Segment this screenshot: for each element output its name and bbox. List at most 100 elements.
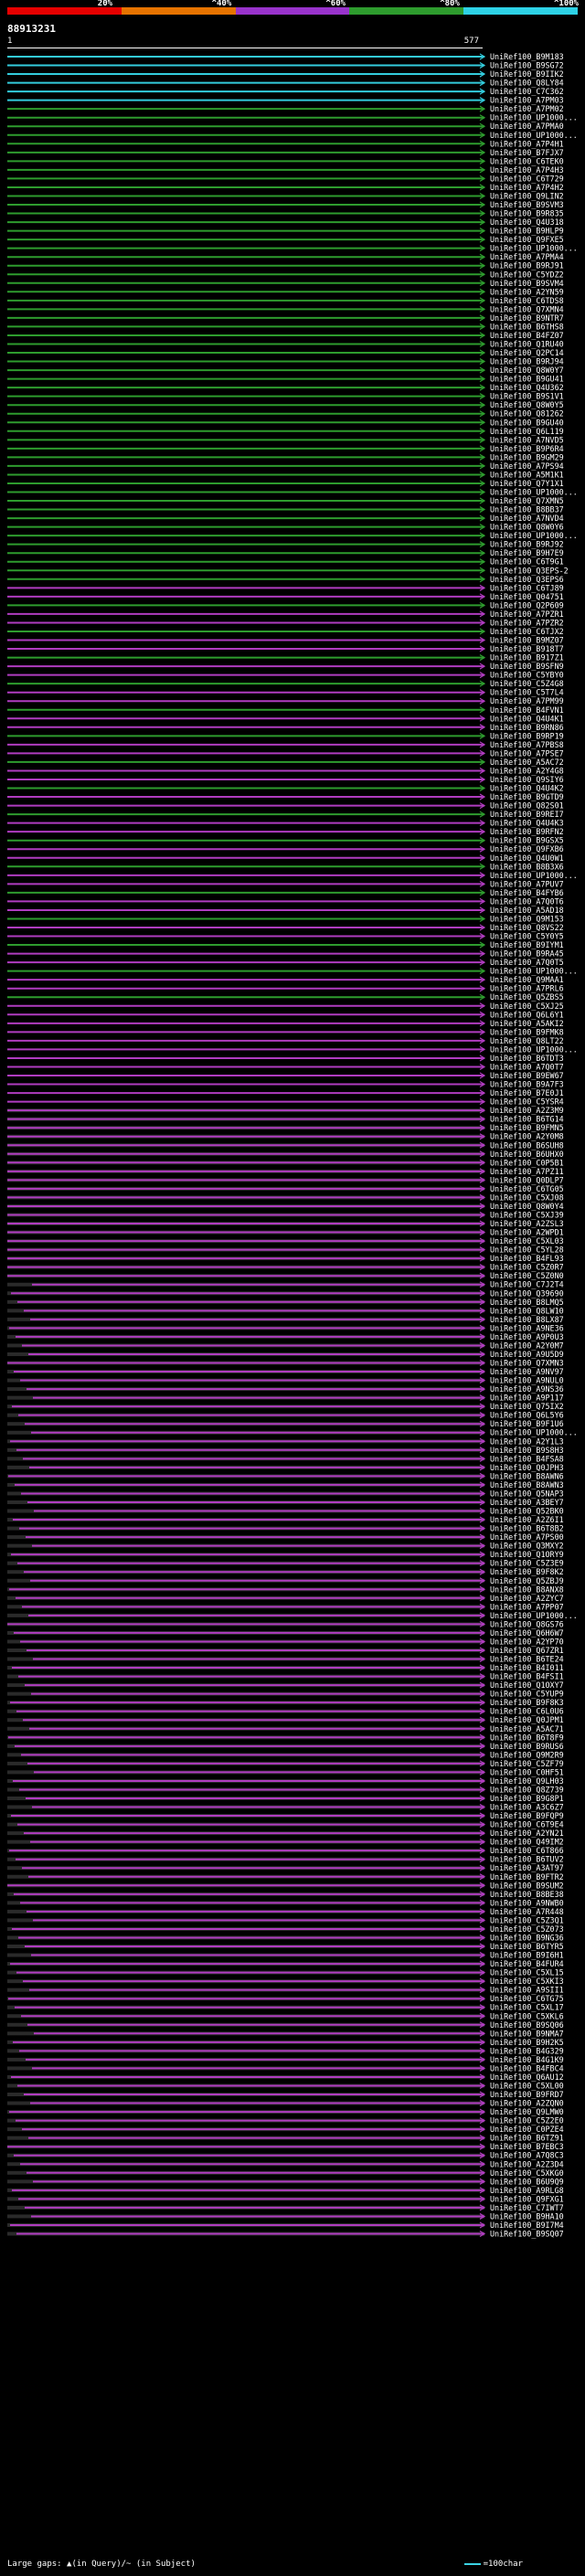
hit-id-link[interactable]: UniRef100_A9U5D9	[490, 1350, 564, 1359]
hit-id-link[interactable]: UniRef100_A9RLG8	[490, 2186, 564, 2195]
hit-id-link[interactable]: UniRef100_C5YL28	[490, 1246, 564, 1255]
hit-id-link[interactable]: UniRef100_Q0JPH3	[490, 1463, 564, 1472]
hit-id-link[interactable]: UniRef100_B9SVM3	[490, 200, 564, 209]
hit-id-link[interactable]: UniRef100_Q0JPM1	[490, 1715, 564, 1724]
hit-id-link[interactable]: UniRef100_B8LX87	[490, 1315, 564, 1324]
hit-id-link[interactable]: UniRef100_C6T866	[490, 1846, 564, 1855]
hit-id-link[interactable]: UniRef100_A2ZSL3	[490, 1219, 564, 1228]
hit-id-link[interactable]: UniRef100_C5XJ39	[490, 1210, 564, 1219]
hit-id-link[interactable]: UniRef100_Q4U362	[490, 383, 564, 392]
hit-id-link[interactable]: UniRef100_B9IYM1	[490, 940, 564, 949]
hit-id-link[interactable]: UniRef100_B8BE38	[490, 1890, 564, 1899]
hit-id-link[interactable]: UniRef100_Q7XMN4	[490, 304, 564, 313]
hit-id-link[interactable]: UniRef100_C7C362	[490, 87, 564, 96]
hit-id-link[interactable]: UniRef100_A7Q0T6	[490, 896, 564, 906]
hit-id-link[interactable]: UniRef100_B9I7M4	[490, 2221, 564, 2230]
hit-id-link[interactable]: UniRef100_Q6L119	[490, 427, 564, 436]
hit-id-link[interactable]: UniRef100_A2Z6I1	[490, 1515, 564, 1524]
hit-id-link[interactable]: UniRef100_B4FSI1	[490, 1672, 564, 1681]
hit-id-link[interactable]: UniRef100_B9GSX5	[490, 836, 564, 845]
hit-id-link[interactable]: UniRef100_C5Z4G8	[490, 679, 564, 688]
hit-id-link[interactable]: UniRef100_B9SUM2	[490, 1881, 564, 1890]
hit-id-link[interactable]: UniRef100_A7PS00	[490, 1532, 564, 1542]
hit-id-link[interactable]: UniRef100_B9FTR2	[490, 1872, 564, 1882]
hit-id-link[interactable]: UniRef100_A7PUV7	[490, 879, 564, 888]
hit-id-link[interactable]: UniRef100_B9REI7	[490, 810, 564, 819]
hit-id-link[interactable]: UniRef100_Q4U0W1	[490, 853, 564, 863]
hit-id-link[interactable]: UniRef100_C6TEK0	[490, 156, 564, 165]
hit-id-link[interactable]: UniRef100_B9GU40	[490, 418, 564, 427]
hit-id-link[interactable]: UniRef100_Q8W0Y4	[490, 1202, 564, 1211]
hit-id-link[interactable]: UniRef100_A2Y4G8	[490, 766, 564, 775]
hit-id-link[interactable]: UniRef100_A9P117	[490, 1394, 564, 1403]
hit-id-link[interactable]: UniRef100_C6TDS8	[490, 296, 564, 305]
hit-id-link[interactable]: UniRef100_B918T7	[490, 644, 564, 653]
hit-id-link[interactable]: UniRef100_B9IIK2	[490, 69, 564, 79]
hit-id-link[interactable]: UniRef100_A7PM02	[490, 104, 564, 113]
hit-id-link[interactable]: UniRef100_Q9FXB6	[490, 844, 564, 853]
hit-id-link[interactable]: UniRef100_C5XKL6	[490, 2011, 564, 2020]
hit-id-link[interactable]: UniRef100_B9SVM4	[490, 279, 564, 288]
hit-id-link[interactable]: UniRef100_B9SQ07	[490, 2230, 564, 2239]
hit-id-link[interactable]: UniRef100_B9S1V1	[490, 392, 564, 401]
hit-id-link[interactable]: UniRef100_A7P4H1	[490, 139, 564, 148]
hit-id-link[interactable]: UniRef100_Q6L6Y1	[490, 1010, 564, 1019]
hit-id-link[interactable]: UniRef100_C5XL17	[490, 2003, 564, 2012]
hit-id-link[interactable]: UniRef100_UP1000...	[490, 1611, 578, 1620]
hit-id-link[interactable]: UniRef100_A2WPD1	[490, 1228, 564, 1237]
hit-id-link[interactable]: UniRef100_UP1000...	[490, 244, 578, 253]
hit-id-link[interactable]: UniRef100_Q3MXY2	[490, 1542, 564, 1551]
hit-id-link[interactable]: UniRef100_A7Q0T5	[490, 958, 564, 967]
hit-id-link[interactable]: UniRef100_C0P5B1	[490, 1158, 564, 1167]
hit-id-link[interactable]: UniRef100_Q81262	[490, 409, 564, 419]
hit-id-link[interactable]: UniRef100_A2ZYC7	[490, 1594, 564, 1603]
hit-id-link[interactable]: UniRef100_Q0DLP7	[490, 1175, 564, 1184]
hit-id-link[interactable]: UniRef100_A9NE36	[490, 1323, 564, 1332]
hit-id-link[interactable]: UniRef100_A9NWB0	[490, 1898, 564, 1907]
hit-id-link[interactable]: UniRef100_Q1OXY7	[490, 1680, 564, 1690]
hit-id-link[interactable]: UniRef100_C6TG75	[490, 1994, 564, 2003]
hit-id-link[interactable]: UniRef100_C0HF51	[490, 1767, 564, 1776]
hit-id-link[interactable]: UniRef100_Q9M2R9	[490, 1750, 564, 1759]
hit-id-link[interactable]: UniRef100_B9FMK8	[490, 1027, 564, 1036]
hit-id-link[interactable]: UniRef100_Q9LH03	[490, 1776, 564, 1786]
hit-id-link[interactable]: UniRef100_Q8W0Y6	[490, 523, 564, 532]
hit-id-link[interactable]: UniRef100_A9NUL0	[490, 1376, 564, 1385]
hit-id-link[interactable]: UniRef100_A3BEY7	[490, 1498, 564, 1507]
hit-id-link[interactable]: UniRef100_A2Y0M7	[490, 1341, 564, 1350]
hit-id-link[interactable]: UniRef100_B4FZ07	[490, 331, 564, 340]
hit-id-link[interactable]: UniRef100_B6TZ91	[490, 2134, 564, 2143]
hit-id-link[interactable]: UniRef100_Q8LW10	[490, 1306, 564, 1315]
hit-id-link[interactable]: UniRef100_Q6H6W7	[490, 1628, 564, 1638]
hit-id-link[interactable]: UniRef100_Q4U4K2	[490, 784, 564, 793]
hit-id-link[interactable]: UniRef100_A7PZ11	[490, 1167, 564, 1176]
hit-id-link[interactable]: UniRef100_A7PP07	[490, 1602, 564, 1611]
hit-id-link[interactable]: UniRef100_Q4U4K3	[490, 819, 564, 828]
hit-id-link[interactable]: UniRef100_B6TYR5	[490, 1942, 564, 1951]
hit-id-link[interactable]: UniRef100_A2Y1L3	[490, 1436, 564, 1446]
hit-id-link[interactable]: UniRef100_B4FUR4	[490, 1959, 564, 1968]
hit-id-link[interactable]: UniRef100_C5Z0R7	[490, 1263, 564, 1272]
hit-id-link[interactable]: UniRef100_C5XKI3	[490, 1977, 564, 1986]
hit-id-link[interactable]: UniRef100_A2YN21	[490, 1829, 564, 1838]
hit-id-link[interactable]: UniRef100_B8ANX8	[490, 1585, 564, 1594]
hit-id-link[interactable]: UniRef100_C5XJ25	[490, 1002, 564, 1011]
hit-id-link[interactable]: UniRef100_Q39690	[490, 1288, 564, 1298]
hit-id-link[interactable]: UniRef100_Q8W0Y7	[490, 366, 564, 375]
hit-id-link[interactable]: UniRef100_A7NVD5	[490, 435, 564, 444]
hit-id-link[interactable]: UniRef100_A7PZR2	[490, 618, 564, 627]
hit-id-link[interactable]: UniRef100_C5Z3Q1	[490, 1915, 564, 1924]
hit-id-link[interactable]: UniRef100_UP1000...	[490, 1044, 578, 1054]
hit-id-link[interactable]: UniRef100_B6TUV2	[490, 1855, 564, 1864]
hit-id-link[interactable]: UniRef100_B9SG72	[490, 61, 564, 70]
hit-id-link[interactable]: UniRef100_A7PMA0	[490, 122, 564, 131]
hit-id-link[interactable]: UniRef100_A5AD18	[490, 906, 564, 915]
hit-id-link[interactable]: UniRef100_C5Z0N0	[490, 1271, 564, 1280]
hit-id-link[interactable]: UniRef100_B917Z1	[490, 653, 564, 663]
hit-id-link[interactable]: UniRef100_Q4U4K1	[490, 714, 564, 723]
hit-id-link[interactable]: UniRef100_B9R835	[490, 209, 564, 218]
hit-id-link[interactable]: UniRef100_A9NS36	[490, 1384, 564, 1394]
hit-id-link[interactable]: UniRef100_C6T729	[490, 174, 564, 183]
hit-id-link[interactable]: UniRef100_B6T8F9	[490, 1733, 564, 1742]
hit-id-link[interactable]: UniRef100_B9SQ06	[490, 2020, 564, 2030]
